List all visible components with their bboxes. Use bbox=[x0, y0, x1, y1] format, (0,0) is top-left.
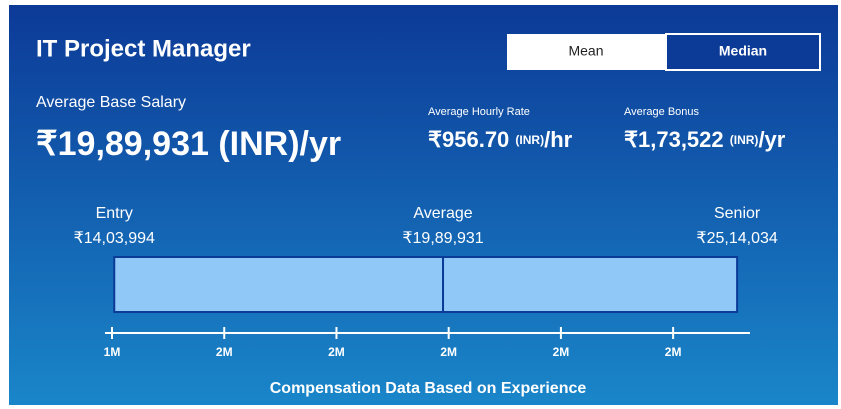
card-background bbox=[9, 5, 838, 405]
x-tick-label: 2M bbox=[216, 345, 233, 359]
x-tick-label: 2M bbox=[328, 345, 345, 359]
unit: (INR) bbox=[515, 133, 544, 147]
range-bar bbox=[442, 256, 739, 313]
per: /hr bbox=[544, 127, 573, 152]
unit: (INR) bbox=[218, 125, 299, 163]
x-tick-label: 2M bbox=[553, 345, 570, 359]
job-title: IT Project Manager bbox=[36, 35, 251, 62]
toggle-label[interactable]: Mean bbox=[568, 43, 603, 59]
toggle-median[interactable] bbox=[665, 33, 821, 71]
level-value: ₹14,03,994 bbox=[74, 230, 155, 247]
amount: ₹19,89,931 bbox=[36, 125, 209, 163]
level-label: Entry bbox=[96, 205, 133, 222]
level-label: Senior bbox=[714, 205, 761, 222]
amount: ₹956.70 bbox=[428, 127, 509, 152]
level-label: Average bbox=[413, 205, 472, 222]
salary-value: ₹19,89,931 (INR)/yr bbox=[36, 125, 341, 163]
hourly-value: ₹956.70 (INR)/hr bbox=[428, 127, 573, 152]
bonus-value: ₹1,73,522 (INR)/yr bbox=[624, 127, 786, 152]
bonus-label: Average Bonus bbox=[624, 106, 700, 118]
toggle-label[interactable]: Median bbox=[719, 43, 767, 59]
axis-title: Compensation Data Based on Experience bbox=[270, 380, 587, 397]
x-tick-label: 2M bbox=[665, 345, 682, 359]
salary-label: Average Base Salary bbox=[36, 94, 186, 111]
hourly-label: Average Hourly Rate bbox=[428, 106, 530, 118]
unit: (INR) bbox=[730, 133, 759, 147]
per: /yr bbox=[300, 125, 342, 163]
range-bar bbox=[113, 256, 445, 313]
level-value: ₹25,14,034 bbox=[696, 230, 777, 247]
x-tick-label: 2M bbox=[440, 345, 457, 359]
toggle-mean[interactable] bbox=[507, 34, 665, 70]
per: /yr bbox=[758, 127, 785, 152]
amount: ₹1,73,522 bbox=[624, 127, 724, 152]
x-tick-label: 1M bbox=[104, 345, 121, 359]
level-value: ₹19,89,931 bbox=[402, 230, 483, 247]
